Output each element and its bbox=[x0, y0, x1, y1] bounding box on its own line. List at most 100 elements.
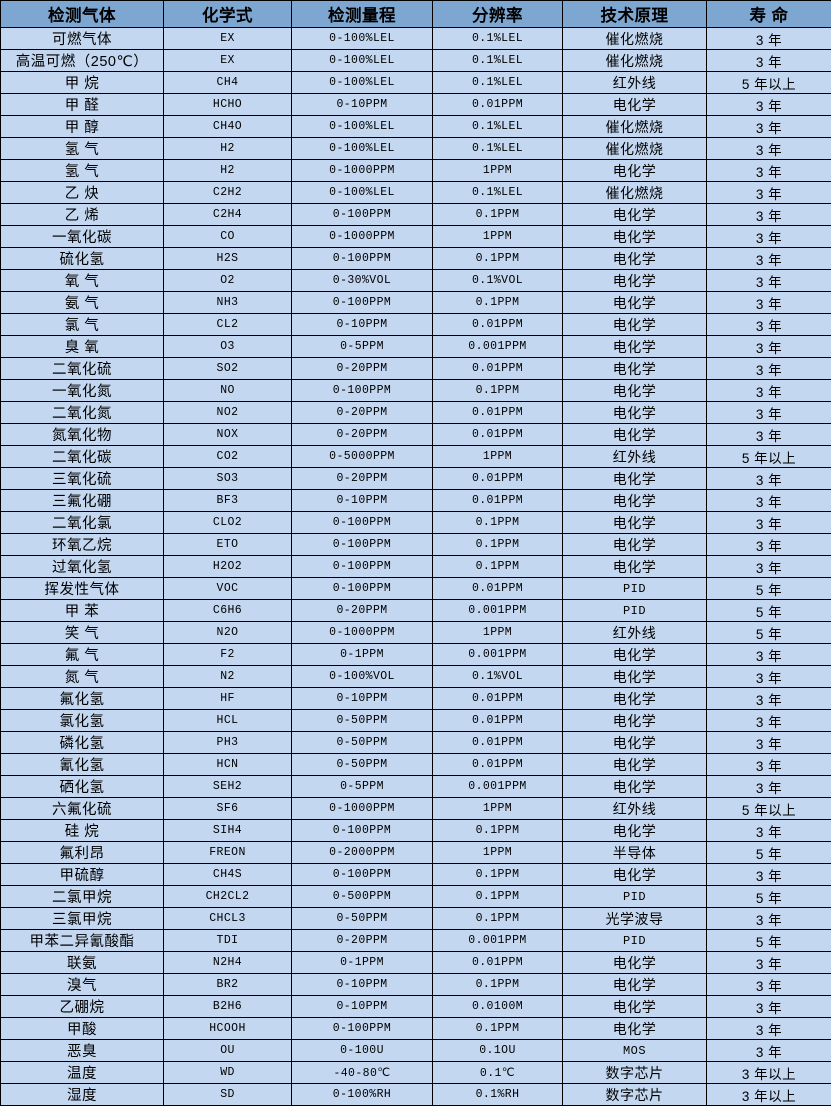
cell-lifetime: 3 年 bbox=[707, 908, 831, 930]
cell-resolution: 0.01PPM bbox=[433, 688, 563, 710]
cell-lifetime: 3 年 bbox=[707, 754, 831, 776]
cell-gas: 乙硼烷 bbox=[1, 996, 164, 1018]
cell-range: 0-1PPM bbox=[292, 644, 433, 666]
cell-gas: 硒化氢 bbox=[1, 776, 164, 798]
cell-principle: 电化学 bbox=[563, 864, 707, 886]
cell-formula: CH4S bbox=[164, 864, 292, 886]
cell-gas: 过氧化氢 bbox=[1, 556, 164, 578]
cell-range: 0-100%LEL bbox=[292, 28, 433, 50]
cell-gas: 氧 气 bbox=[1, 270, 164, 292]
cell-formula: O3 bbox=[164, 336, 292, 358]
cell-formula: H2 bbox=[164, 138, 292, 160]
cell-formula: HCOOH bbox=[164, 1018, 292, 1040]
cell-principle: 催化燃烧 bbox=[563, 50, 707, 72]
cell-formula: EX bbox=[164, 50, 292, 72]
cell-resolution: 1PPM bbox=[433, 798, 563, 820]
cell-lifetime: 5 年以上 bbox=[707, 798, 831, 820]
cell-formula: HCHO bbox=[164, 94, 292, 116]
cell-formula: SD bbox=[164, 1084, 292, 1106]
cell-formula: CL2 bbox=[164, 314, 292, 336]
cell-range: 0-100PPM bbox=[292, 380, 433, 402]
cell-principle: MOS bbox=[563, 1040, 707, 1062]
cell-range: 0-10PPM bbox=[292, 974, 433, 996]
cell-principle: 数字芯片 bbox=[563, 1062, 707, 1084]
cell-resolution: 0.01PPM bbox=[433, 490, 563, 512]
cell-gas: 六氟化硫 bbox=[1, 798, 164, 820]
cell-formula: SO2 bbox=[164, 358, 292, 380]
cell-principle: 电化学 bbox=[563, 490, 707, 512]
cell-formula: NH3 bbox=[164, 292, 292, 314]
cell-lifetime: 3 年 bbox=[707, 402, 831, 424]
cell-lifetime: 5 年 bbox=[707, 886, 831, 908]
column-header-principle: 技术原理 bbox=[563, 1, 707, 28]
cell-gas: 环氧乙烷 bbox=[1, 534, 164, 556]
cell-range: 0-20PPM bbox=[292, 358, 433, 380]
cell-lifetime: 3 年 bbox=[707, 952, 831, 974]
cell-gas: 氟利昂 bbox=[1, 842, 164, 864]
cell-resolution: 0.01PPM bbox=[433, 402, 563, 424]
cell-principle: 电化学 bbox=[563, 204, 707, 226]
cell-gas: 三氧化硫 bbox=[1, 468, 164, 490]
cell-formula: CHCL3 bbox=[164, 908, 292, 930]
cell-principle: 电化学 bbox=[563, 776, 707, 798]
cell-lifetime: 3 年 bbox=[707, 864, 831, 886]
cell-principle: 电化学 bbox=[563, 754, 707, 776]
cell-lifetime: 5 年以上 bbox=[707, 72, 831, 94]
cell-lifetime: 3 年 bbox=[707, 490, 831, 512]
cell-range: 0-50PPM bbox=[292, 710, 433, 732]
cell-range: 0-20PPM bbox=[292, 424, 433, 446]
cell-gas: 湿度 bbox=[1, 1084, 164, 1106]
cell-principle: 电化学 bbox=[563, 512, 707, 534]
cell-resolution: 0.1PPM bbox=[433, 974, 563, 996]
cell-formula: H2 bbox=[164, 160, 292, 182]
cell-resolution: 0.01PPM bbox=[433, 952, 563, 974]
cell-gas: 可燃气体 bbox=[1, 28, 164, 50]
cell-resolution: 0.001PPM bbox=[433, 776, 563, 798]
cell-lifetime: 3 年 bbox=[707, 270, 831, 292]
cell-resolution: 0.1%LEL bbox=[433, 50, 563, 72]
cell-formula: NOX bbox=[164, 424, 292, 446]
cell-resolution: 0.01PPM bbox=[433, 468, 563, 490]
cell-gas: 温度 bbox=[1, 1062, 164, 1084]
cell-formula: NO2 bbox=[164, 402, 292, 424]
cell-formula: N2 bbox=[164, 666, 292, 688]
cell-gas: 甲 苯 bbox=[1, 600, 164, 622]
cell-principle: 电化学 bbox=[563, 248, 707, 270]
cell-range: 0-100%LEL bbox=[292, 182, 433, 204]
cell-lifetime: 3 年 bbox=[707, 94, 831, 116]
cell-lifetime: 3 年以上 bbox=[707, 1084, 831, 1106]
cell-gas: 二氯甲烷 bbox=[1, 886, 164, 908]
cell-principle: 电化学 bbox=[563, 94, 707, 116]
cell-resolution: 0.1PPM bbox=[433, 908, 563, 930]
cell-range: 0-100PPM bbox=[292, 864, 433, 886]
cell-range: 0-10PPM bbox=[292, 688, 433, 710]
cell-lifetime: 3 年 bbox=[707, 556, 831, 578]
cell-range: 0-10PPM bbox=[292, 314, 433, 336]
cell-resolution: 0.1%VOL bbox=[433, 270, 563, 292]
cell-resolution: 0.1%LEL bbox=[433, 182, 563, 204]
cell-principle: 电化学 bbox=[563, 314, 707, 336]
cell-lifetime: 3 年 bbox=[707, 50, 831, 72]
cell-principle: 催化燃烧 bbox=[563, 116, 707, 138]
cell-principle: 电化学 bbox=[563, 710, 707, 732]
cell-resolution: 0.1%LEL bbox=[433, 28, 563, 50]
cell-range: 0-20PPM bbox=[292, 402, 433, 424]
cell-resolution: 0.01PPM bbox=[433, 424, 563, 446]
cell-principle: 电化学 bbox=[563, 468, 707, 490]
cell-lifetime: 3 年 bbox=[707, 336, 831, 358]
cell-principle: 红外线 bbox=[563, 446, 707, 468]
